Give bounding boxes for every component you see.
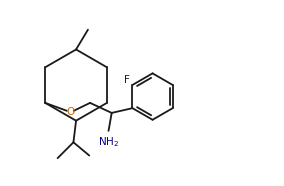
Text: O: O <box>66 107 74 117</box>
Text: F: F <box>124 75 130 85</box>
Text: NH$_2$: NH$_2$ <box>98 135 119 149</box>
